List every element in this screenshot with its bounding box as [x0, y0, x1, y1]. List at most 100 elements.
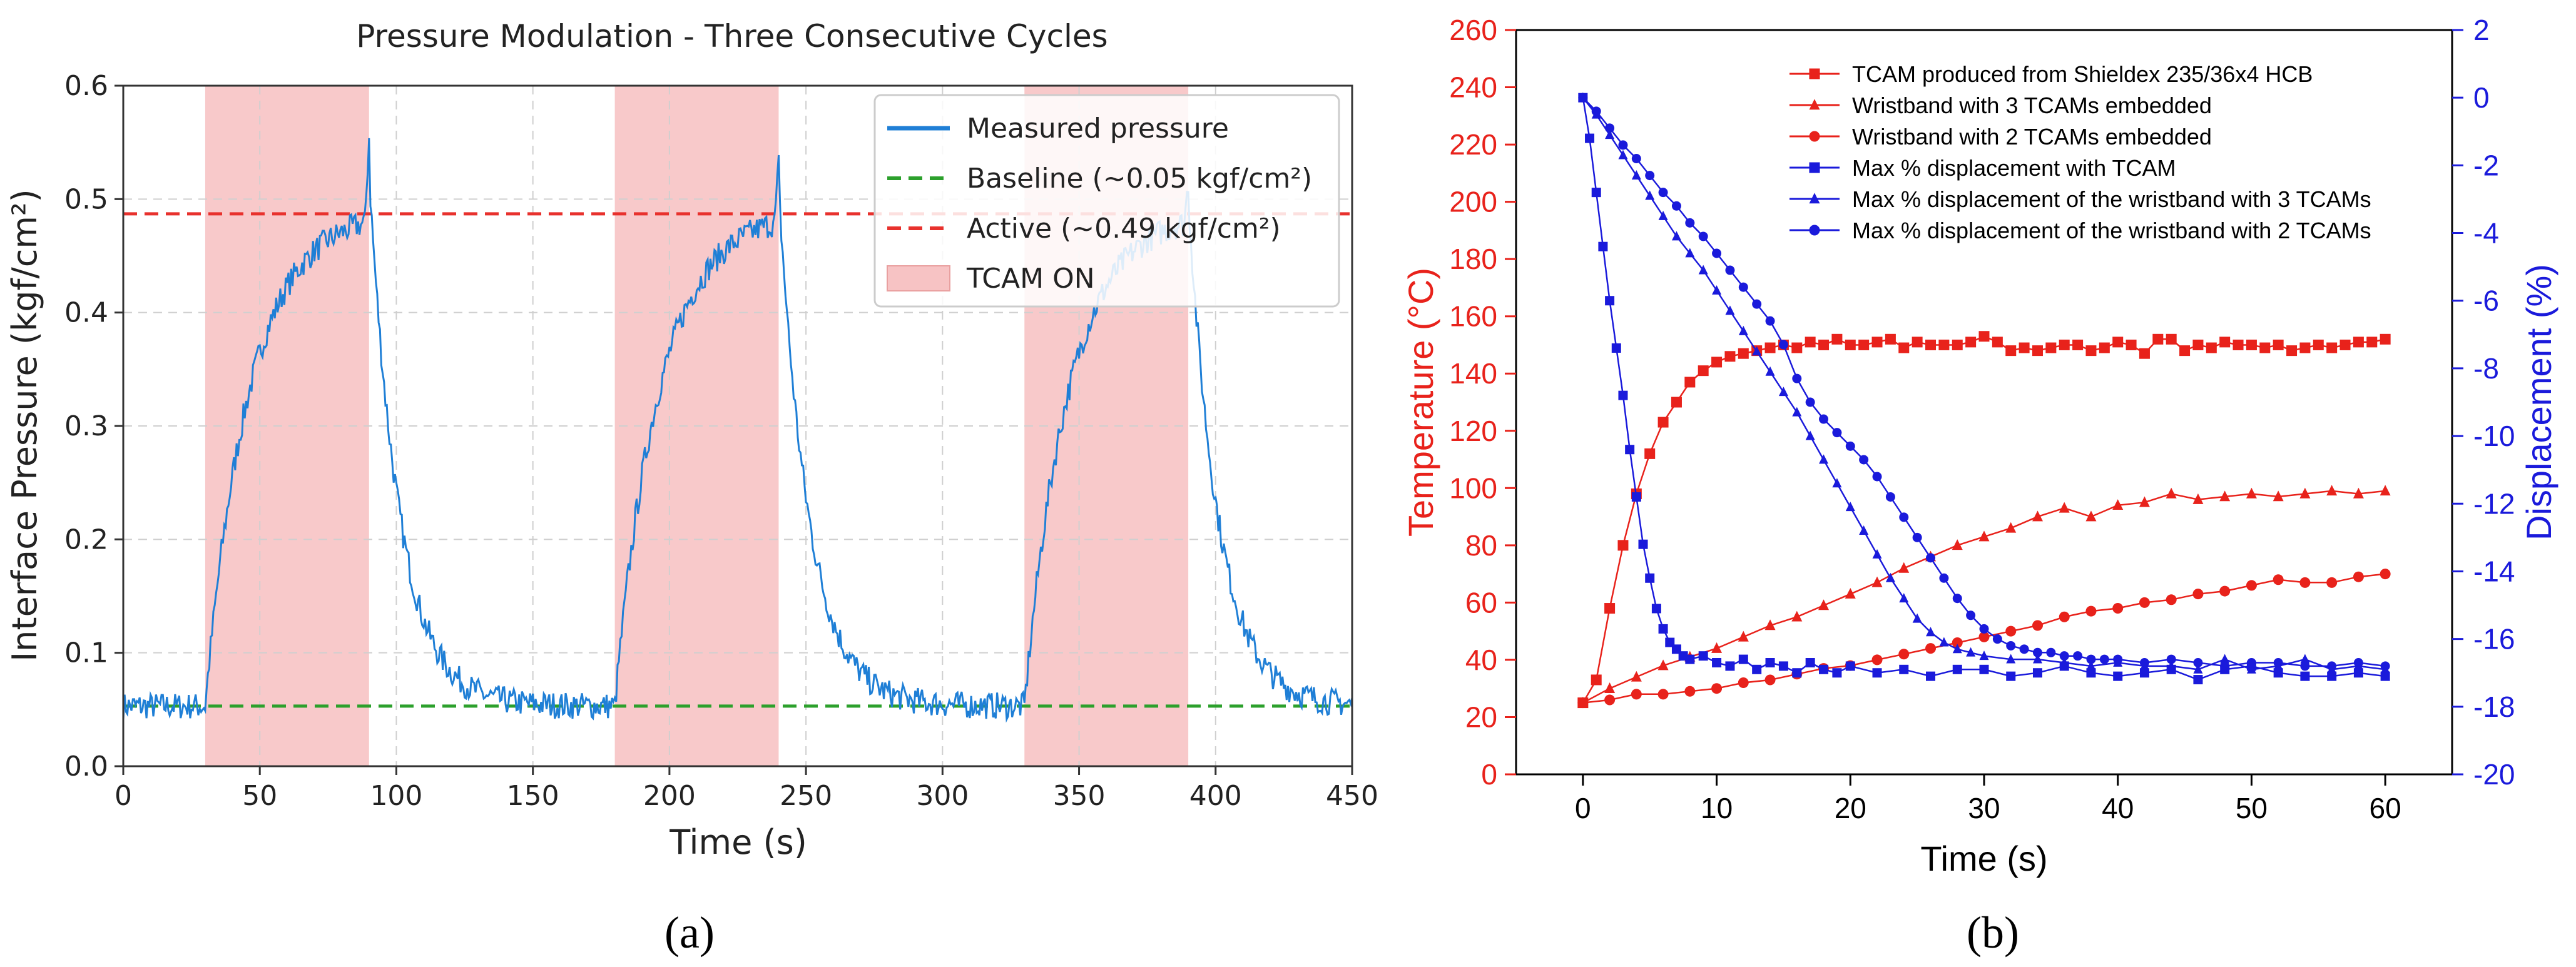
- data-point: [1764, 619, 1776, 630]
- data-point: [1912, 337, 1923, 348]
- displacement-series: [1578, 92, 2390, 685]
- x-tick-label: 400: [1189, 780, 1242, 812]
- data-point: [2273, 339, 2284, 350]
- panel-a-label: (a): [664, 908, 715, 958]
- right-y-tick-label: -12: [2473, 487, 2515, 520]
- panel-a: Pressure Modulation - Three Consecutive …: [5, 18, 1378, 958]
- data-point: [2085, 345, 2097, 357]
- data-point: [1604, 694, 1616, 706]
- data-point: [2166, 487, 2177, 499]
- data-point: [2086, 668, 2096, 678]
- data-point: [1591, 188, 1601, 198]
- data-point: [1899, 664, 1909, 674]
- data-point: [2313, 339, 2324, 350]
- x-tick-label: 350: [1053, 780, 1106, 812]
- data-point: [2006, 640, 2016, 651]
- panel-b-x-label: Time (s): [1920, 839, 2047, 878]
- data-point: [1711, 683, 1723, 694]
- data-point: [1618, 149, 1628, 159]
- right-y-tick-label: -18: [2473, 691, 2515, 723]
- data-point: [2139, 597, 2150, 608]
- data-point: [1684, 377, 1696, 388]
- data-point: [1872, 472, 1882, 482]
- data-point: [1965, 337, 1977, 348]
- legend-label: Wristband with 3 TCAMs embedded: [1852, 93, 2212, 118]
- panel-b-left-y-ticks: 0 20 40 60 80 100 120 140 160 180 200 220 240 260: [1449, 14, 1516, 791]
- data-point: [2046, 647, 2056, 657]
- data-point: [2085, 605, 2097, 617]
- panel-b-label: (b): [1967, 908, 2019, 958]
- y-tick-label: 0.3: [64, 410, 108, 442]
- data-point: [1831, 333, 1843, 345]
- data-point: [1657, 417, 1669, 428]
- x-tick-label: 300: [916, 780, 969, 812]
- data-point: [1698, 231, 1708, 241]
- panel-a-x-ticks: 0 50 100 150 200 250 300 350 400 450: [115, 766, 1378, 812]
- legend-label: TCAM produced from Shieldex 235/36x4 HCB: [1852, 61, 2313, 87]
- data-point: [1819, 414, 1829, 424]
- data-point: [1978, 631, 1990, 642]
- series-line-6: [1582, 97, 2386, 667]
- data-point: [1872, 549, 1882, 559]
- data-point: [1818, 599, 1830, 610]
- data-point: [1926, 627, 1936, 637]
- x-tick-label: 30: [1968, 792, 2000, 824]
- data-point: [1604, 682, 1616, 693]
- data-point: [2113, 654, 2123, 664]
- data-point: [1966, 610, 1976, 620]
- x-tick-label: 0: [115, 780, 132, 812]
- y-tick-label: 0.5: [64, 183, 108, 215]
- legend-swatch-marker: [1809, 68, 1820, 79]
- data-point: [1791, 342, 1803, 353]
- data-point: [1926, 553, 1936, 563]
- data-point: [2192, 493, 2204, 504]
- panel-b-left-y-label: Temperature (°C): [1401, 268, 1440, 537]
- data-point: [1872, 668, 1882, 678]
- data-point: [2300, 671, 2310, 681]
- data-point: [1685, 248, 1695, 258]
- data-point: [1577, 697, 1589, 709]
- data-point: [2193, 658, 2203, 667]
- data-point: [1979, 664, 1989, 674]
- data-point: [1631, 492, 1641, 502]
- data-point: [1645, 573, 1655, 583]
- data-point: [1805, 658, 1815, 667]
- data-point: [1952, 539, 1963, 550]
- right-y-tick-label: -20: [2473, 758, 2515, 791]
- x-tick-label: 0: [1575, 792, 1591, 824]
- data-point: [1645, 171, 1655, 181]
- data-point: [1658, 624, 1668, 634]
- data-point: [1845, 502, 1855, 512]
- y-tick-label: 0.1: [64, 637, 108, 669]
- x-tick-label: 200: [643, 780, 696, 812]
- data-point: [2059, 502, 2070, 513]
- data-point: [1764, 674, 1776, 686]
- data-point: [2380, 485, 2391, 496]
- data-point: [2032, 647, 2042, 657]
- data-point: [1805, 430, 1815, 440]
- data-point: [1912, 532, 1922, 542]
- data-point: [2112, 603, 2124, 614]
- data-point: [2353, 658, 2363, 667]
- right-y-tick-label: -16: [2473, 623, 2515, 656]
- left-y-tick-label: 160: [1449, 300, 1497, 333]
- data-point: [1585, 133, 1595, 143]
- data-point: [2006, 671, 2016, 681]
- data-point: [2059, 657, 2069, 667]
- data-point: [1979, 651, 1989, 661]
- panel-b-x-ticks: 0 10 20 30 40 50 60: [1575, 774, 2401, 824]
- data-point: [1845, 587, 1856, 599]
- data-point: [1711, 642, 1723, 653]
- data-point: [2380, 569, 2391, 580]
- x-tick-label: 100: [370, 780, 422, 812]
- data-point: [2286, 345, 2298, 357]
- data-point: [1618, 140, 1628, 150]
- data-point: [1738, 677, 1749, 689]
- data-point: [2166, 594, 2177, 605]
- legend-label-active: Active (~0.49 kgf/cm²): [967, 213, 1281, 245]
- data-point: [1952, 594, 1962, 604]
- left-y-tick-label: 20: [1465, 701, 1497, 733]
- data-point: [1778, 661, 1788, 671]
- data-point: [2300, 654, 2310, 664]
- data-point: [1738, 630, 1749, 642]
